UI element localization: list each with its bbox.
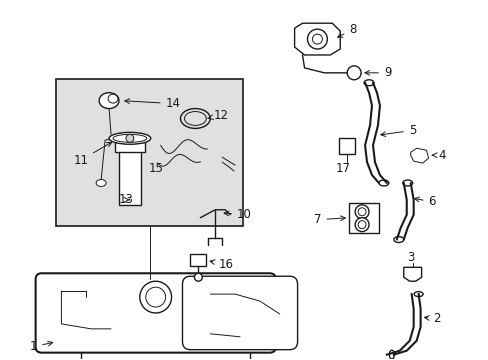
FancyBboxPatch shape — [36, 273, 275, 353]
Circle shape — [140, 281, 171, 313]
Bar — [119, 150, 141, 205]
Polygon shape — [410, 148, 427, 163]
Bar — [115, 142, 144, 152]
Text: 15: 15 — [148, 162, 163, 175]
Bar — [348, 203, 378, 233]
Bar — [190, 255, 206, 266]
Text: 4: 4 — [431, 149, 445, 162]
Text: 10: 10 — [224, 208, 251, 221]
Text: 17: 17 — [335, 162, 349, 175]
Text: 2: 2 — [424, 312, 440, 325]
Text: 5: 5 — [380, 124, 415, 137]
FancyBboxPatch shape — [182, 276, 297, 350]
Text: 6: 6 — [414, 195, 435, 208]
Text: 13: 13 — [119, 193, 134, 206]
Circle shape — [126, 134, 134, 142]
Circle shape — [354, 205, 368, 219]
Text: 11: 11 — [73, 142, 111, 167]
Circle shape — [194, 273, 202, 281]
Polygon shape — [294, 23, 340, 55]
Bar — [56, 79, 243, 226]
Circle shape — [354, 218, 368, 231]
Ellipse shape — [109, 132, 150, 144]
Ellipse shape — [99, 93, 119, 109]
Text: 16: 16 — [210, 258, 233, 271]
Text: 7: 7 — [313, 213, 345, 226]
Text: 14: 14 — [124, 97, 180, 110]
Text: 8: 8 — [337, 23, 356, 37]
Text: 1: 1 — [30, 340, 53, 353]
Bar — [339, 138, 354, 154]
Ellipse shape — [96, 180, 106, 186]
Text: 9: 9 — [364, 66, 390, 79]
Polygon shape — [403, 267, 421, 281]
Circle shape — [346, 66, 360, 80]
Text: 3: 3 — [406, 251, 413, 264]
Text: 12: 12 — [207, 109, 228, 122]
